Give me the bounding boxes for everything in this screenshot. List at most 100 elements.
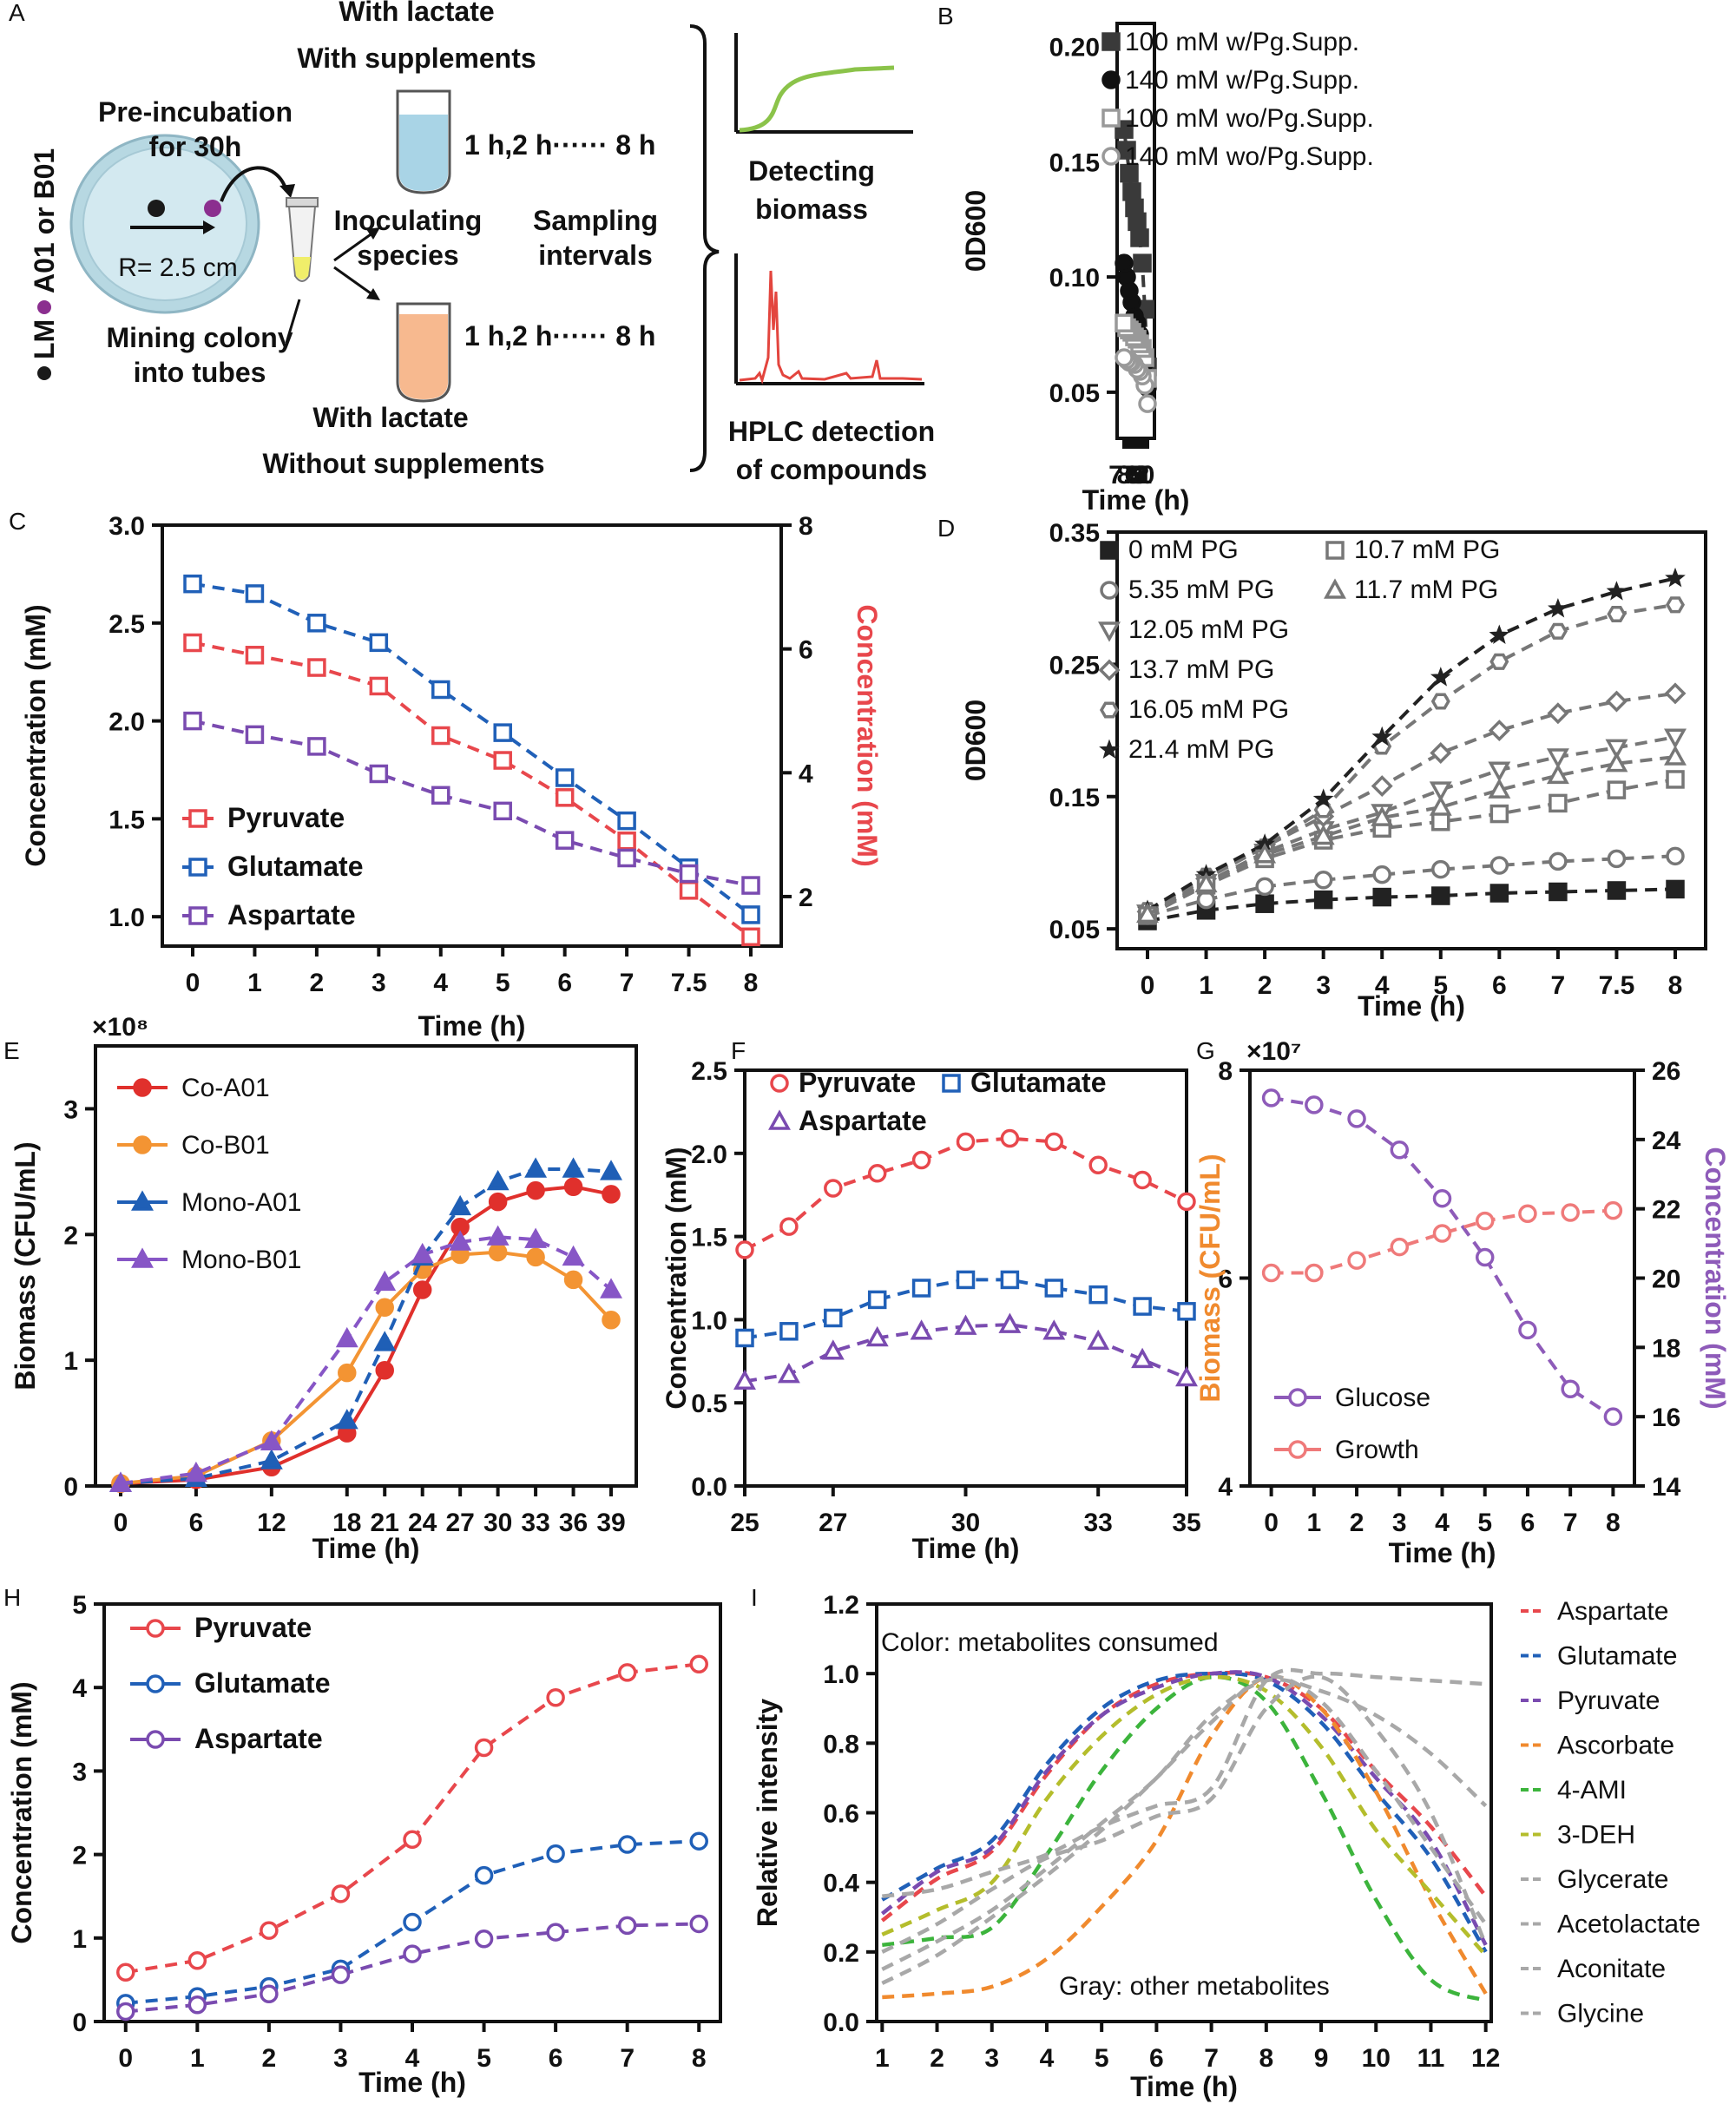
x-tick-label: 7: [1563, 1509, 1578, 1537]
with-supplements-text: With supplements: [297, 43, 536, 74]
x-tick-label: 12: [257, 1509, 286, 1537]
data-point: [617, 811, 636, 831]
x-tick-label: 1: [247, 969, 262, 997]
legend-marker: [1100, 581, 1119, 600]
y-right-tick-label: 4: [799, 759, 813, 788]
plot-frame: [161, 523, 783, 948]
legend-label: Glycine: [1557, 2000, 1644, 2028]
data-point: [1390, 1237, 1410, 1257]
x-tick-label: 27: [819, 1509, 847, 1537]
data-point: [1605, 690, 1628, 713]
x-tick-label: 36: [559, 1509, 588, 1537]
data-point: [779, 1322, 799, 1341]
data-point: [1561, 1203, 1580, 1222]
y-tick-label: 2: [72, 1842, 87, 1870]
data-point: [474, 1865, 494, 1885]
legend-label: Growth: [1335, 1436, 1419, 1464]
series-5-35-mm-pg: [1138, 846, 1685, 925]
data-point: [431, 786, 450, 805]
y-tick-label: 6: [1218, 1266, 1233, 1294]
series-140-mm-wo-pg-supp-: [1115, 348, 1157, 413]
data-point: [1518, 1204, 1537, 1224]
with-lactate-top-text: With lactate: [339, 0, 494, 27]
x-tick-label: 30: [483, 1509, 512, 1537]
series-line: [1147, 735, 1676, 915]
x-tick-label: 5: [477, 2044, 491, 2073]
x-tick-label: 9: [1314, 2044, 1329, 2073]
series-pyruvate: [880, 1670, 1488, 1946]
series-line: [1271, 1095, 1614, 1418]
data-point: [1488, 720, 1510, 742]
legend-label: 140 mM wo/Pg.Supp.: [1125, 142, 1374, 171]
data-point: [555, 831, 575, 850]
for-30h-text: for 30h: [149, 131, 242, 162]
legend: Pyruvate Glutamate Aspartate: [130, 1612, 330, 1754]
data-point: [1088, 1285, 1108, 1305]
legend-marker: [1101, 70, 1121, 89]
data-point: [1432, 1224, 1452, 1243]
plot-frame: [94, 1044, 638, 1488]
legend-marker: [768, 1109, 791, 1130]
y-tick-label: 0.4: [823, 1870, 859, 1898]
data-point: [1261, 1263, 1281, 1283]
series-line: [192, 719, 752, 888]
x-tick-label: 24: [408, 1509, 437, 1537]
x-tick-label: 1: [190, 2044, 205, 2073]
data-point: [335, 1409, 358, 1430]
y-tick-label: 1: [72, 1925, 87, 1954]
x-tick-label: 25: [730, 1509, 759, 1537]
x-tick-label: 33: [521, 1509, 549, 1537]
data-point: [867, 1164, 887, 1183]
x-tick-label: 10: [1362, 2044, 1391, 2073]
data-point: [617, 848, 636, 868]
data-point: [1429, 781, 1452, 802]
x-tick-label: 8: [1117, 461, 1132, 490]
y-right-axis-label: Concentration (mM): [852, 604, 883, 866]
series-11-7-mm-pg: [1136, 745, 1687, 924]
data-point: [335, 1326, 358, 1348]
legend: Pyruvate Glutamate Aspartate: [768, 1067, 1106, 1136]
y-tick-label: 1.0: [823, 1660, 859, 1689]
x-tick-label: 0: [1264, 1509, 1279, 1537]
plot-frame: [1115, 530, 1707, 950]
x-axis-label: Time (h): [912, 1533, 1020, 1564]
legend-label: Aconitate: [1557, 1955, 1666, 1983]
series-line: [880, 1670, 1488, 1946]
x-tick-label: 6: [557, 969, 572, 997]
detecting-text-2: biomass: [755, 194, 868, 225]
x-axis-label: Time (h): [1389, 1537, 1496, 1568]
legend-label: 3-DEH: [1557, 1821, 1635, 1850]
data-point: [526, 1247, 545, 1267]
legend-label: Pyruvate: [1557, 1686, 1660, 1715]
data-point: [777, 1363, 800, 1384]
x-tick-label: 1: [1306, 1509, 1321, 1537]
x-axis-label: Time (h): [1358, 990, 1465, 1022]
x-tick-label: 6: [1521, 1509, 1535, 1537]
series-co-a01: [111, 1177, 621, 1493]
petri-dish-inner: [82, 147, 247, 301]
data-point: [524, 1157, 548, 1178]
series-line: [881, 1671, 1488, 1953]
data-point: [546, 1687, 565, 1707]
y-tick-label: 2: [63, 1221, 78, 1250]
mining-arrow: [285, 299, 301, 344]
data-point: [617, 1916, 637, 1936]
hplc-text-2: of compounds: [736, 454, 927, 485]
data-point: [1546, 748, 1569, 769]
series-line: [1147, 887, 1676, 923]
data-point: [260, 1921, 279, 1940]
data-point: [821, 1339, 845, 1360]
x-tick-label: 0: [1141, 971, 1155, 1000]
data-point: [183, 711, 202, 731]
data-point: [824, 1179, 843, 1198]
series-pyruvate: [735, 1128, 1196, 1259]
x-tick-label: 2: [262, 2044, 277, 2073]
x-tick-label: 6: [1149, 2044, 1164, 2073]
x-tick-label: 8: [744, 969, 759, 997]
y-right-tick-label: 16: [1652, 1404, 1680, 1432]
legend: 0 mM PG 5.35 mM PG 12.05 mM PG 13.7 mM PG 16…: [1098, 536, 1500, 764]
data-point: [1432, 1188, 1452, 1208]
